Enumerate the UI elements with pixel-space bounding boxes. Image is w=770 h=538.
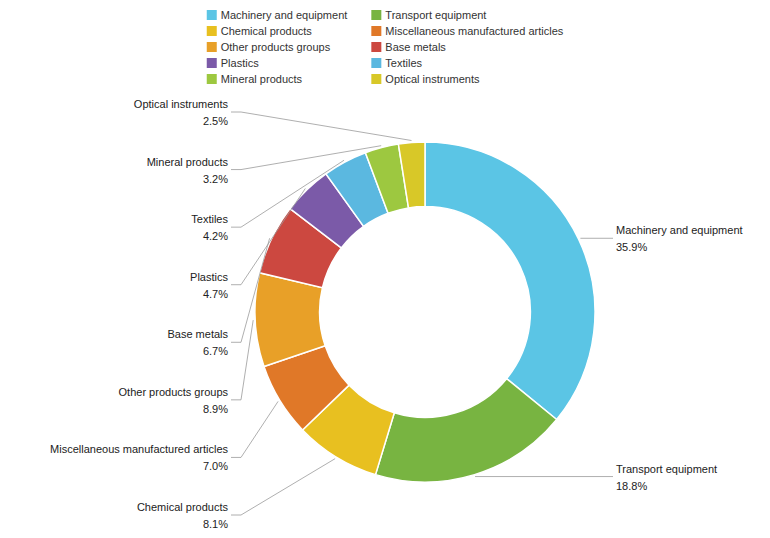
annotation-value: 4.7% xyxy=(203,288,228,300)
slice xyxy=(376,379,557,482)
legend-swatch xyxy=(371,10,381,20)
legend-swatch xyxy=(371,74,381,84)
slice xyxy=(255,273,325,367)
leader-line xyxy=(231,401,278,457)
legend-label: Mineral products xyxy=(221,73,303,85)
annotation-name: Machinery and equipment xyxy=(616,224,743,236)
annotation-value: 18.8% xyxy=(616,480,647,492)
legend-swatch xyxy=(371,42,381,52)
legend-item: Machinery and equipment xyxy=(207,9,348,21)
legend-label: Chemical products xyxy=(221,25,313,37)
legend-label: Miscellaneous manufactured articles xyxy=(385,25,563,37)
leader-line xyxy=(231,459,335,515)
legend-item: Chemical products xyxy=(207,25,313,37)
leader-line xyxy=(580,238,613,239)
legend: Machinery and equipment Transport equipme… xyxy=(207,9,564,85)
legend-swatch xyxy=(207,58,217,68)
legend-label: Optical instruments xyxy=(385,73,480,85)
annotation-value: 7.0% xyxy=(203,460,228,472)
annotation-name: Base metals xyxy=(167,328,228,340)
legend-item: Transport equipment xyxy=(371,9,486,21)
annotation-value: 35.9% xyxy=(616,241,647,253)
leader-line xyxy=(231,160,344,227)
annotation-value: 6.7% xyxy=(203,345,228,357)
slice xyxy=(398,142,425,208)
annotation-value: 8.9% xyxy=(203,403,228,415)
legend-swatch xyxy=(207,10,217,20)
legend-item: Textiles xyxy=(371,57,422,69)
annotation-name: Textiles xyxy=(191,213,228,225)
legend-item: Plastics xyxy=(207,57,259,69)
legend-item: Other products groups xyxy=(207,41,331,53)
annotation-value: 2.5% xyxy=(203,115,228,127)
leader-line xyxy=(231,112,412,141)
annotations: Optical instruments 2.5% Mineral products 3… xyxy=(50,98,743,530)
legend-label: Other products groups xyxy=(221,41,331,53)
annotation-name: Optical instruments xyxy=(134,98,229,110)
annotation-name: Plastics xyxy=(190,271,228,283)
annotation-value: 4.2% xyxy=(203,230,228,242)
annotation-name: Mineral products xyxy=(147,156,229,168)
legend-item: Optical instruments xyxy=(371,73,480,85)
leader-line xyxy=(231,320,253,400)
legend-swatch xyxy=(371,26,381,36)
annotation-value: 8.1% xyxy=(203,518,228,530)
leader-line xyxy=(231,238,270,342)
legend-swatch xyxy=(207,26,217,36)
legend-label: Base metals xyxy=(385,41,446,53)
leader-line xyxy=(231,188,305,284)
legend-swatch xyxy=(207,74,217,84)
annotation-name: Other products groups xyxy=(119,386,229,398)
slice xyxy=(425,142,595,420)
legend-item: Base metals xyxy=(371,41,446,53)
legend-label: Textiles xyxy=(385,57,422,69)
legend-swatch xyxy=(371,58,381,68)
annotation-name: Miscellaneous manufactured articles xyxy=(50,443,228,455)
legend-swatch xyxy=(207,42,217,52)
annotation-name: Transport equipment xyxy=(616,463,717,475)
annotation-name: Chemical products xyxy=(137,501,229,513)
leader-line xyxy=(475,476,613,477)
legend-item: Mineral products xyxy=(207,73,303,85)
legend-item: Miscellaneous manufactured articles xyxy=(371,25,563,37)
legend-label: Plastics xyxy=(221,57,259,69)
background xyxy=(0,0,770,538)
legend-label: Machinery and equipment xyxy=(221,9,348,21)
chart: Optical instruments 2.5% Mineral products 3… xyxy=(0,0,770,538)
leader-line xyxy=(231,146,381,170)
annotation-value: 3.2% xyxy=(203,173,228,185)
legend-label: Transport equipment xyxy=(385,9,486,21)
slices xyxy=(255,142,595,482)
